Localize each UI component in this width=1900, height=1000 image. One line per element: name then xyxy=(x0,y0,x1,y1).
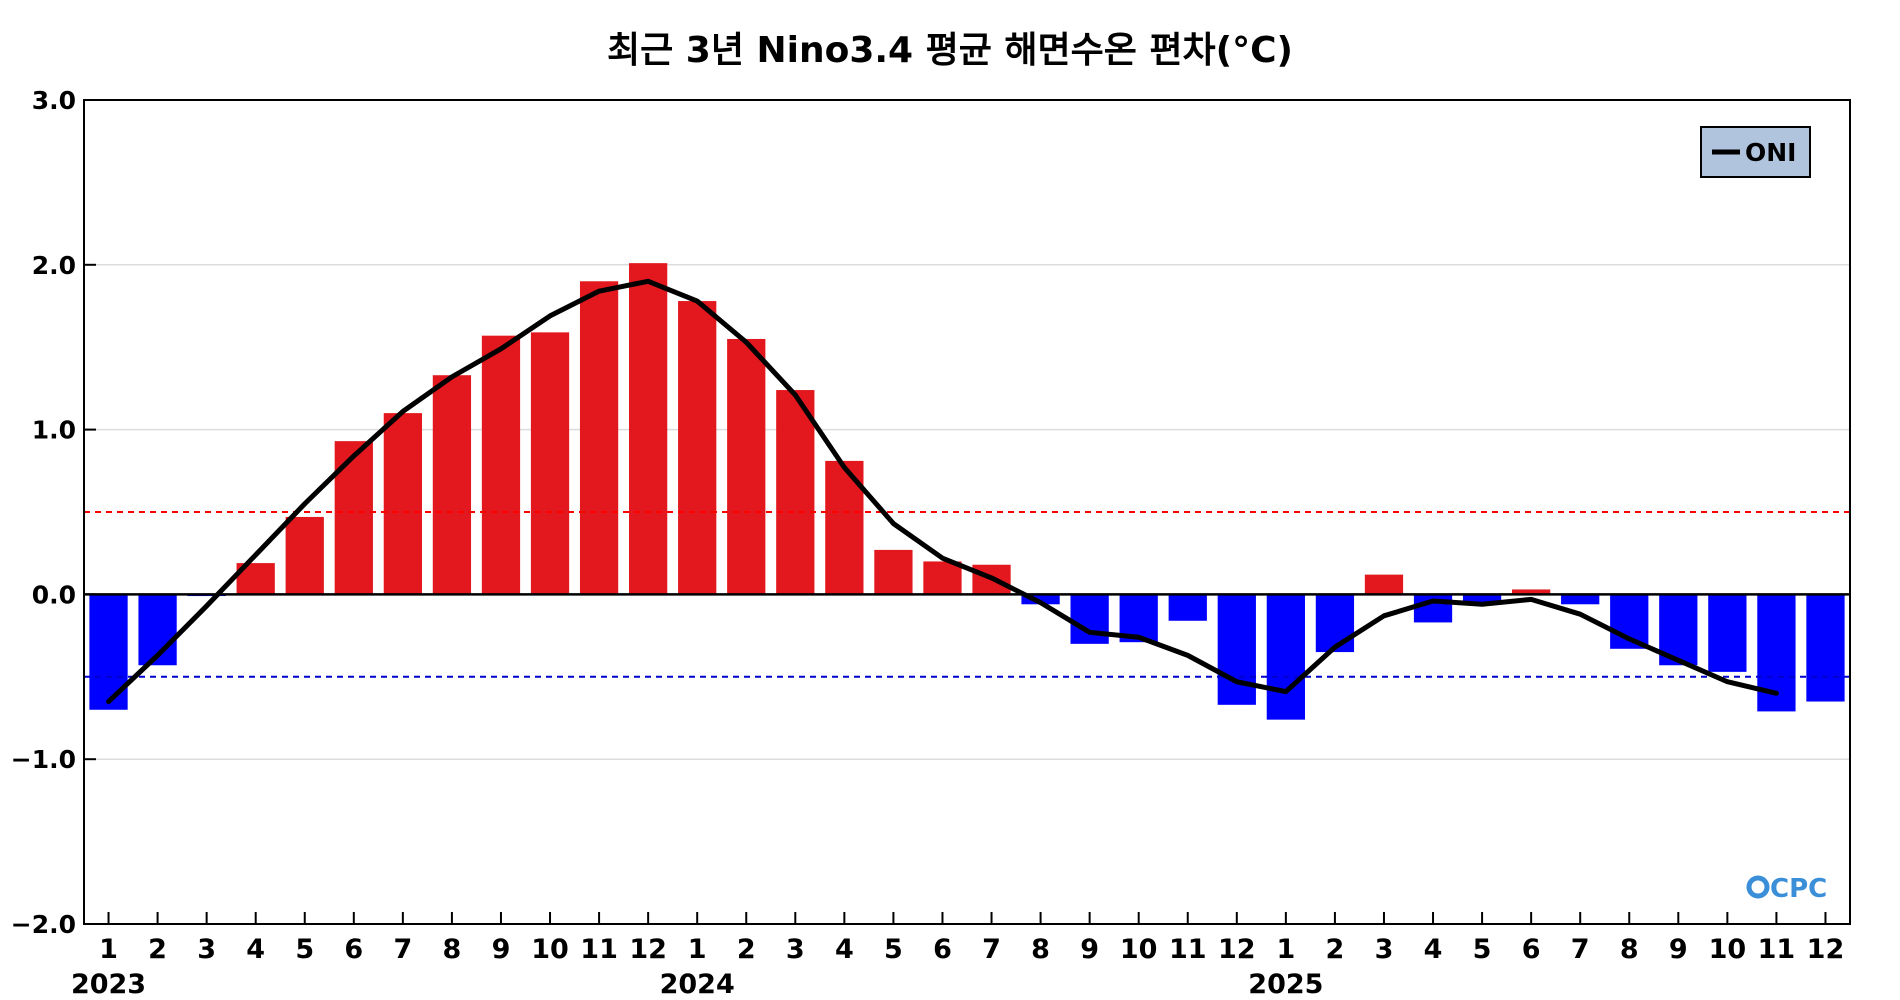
bar-22 xyxy=(1168,594,1207,621)
x-tick-label-22: 11 xyxy=(1169,934,1207,965)
x-tick-label-21: 10 xyxy=(1120,934,1158,965)
x-tick-label-14: 3 xyxy=(786,934,805,965)
bar-35 xyxy=(1806,594,1845,702)
x-tick-label-7: 8 xyxy=(443,934,462,965)
x-tick-label-0: 1 xyxy=(99,934,118,965)
x-tick-label-26: 3 xyxy=(1375,934,1394,965)
x-tick-label-12: 1 xyxy=(688,934,707,965)
bar-20 xyxy=(1070,594,1109,644)
bar-24 xyxy=(1266,594,1305,720)
y-tick-label-3: 0.0 xyxy=(32,580,76,609)
x-tick-label-28: 5 xyxy=(1473,934,1492,965)
cpc-logo-circle-icon xyxy=(1746,875,1770,899)
bar-9 xyxy=(530,332,570,595)
reference-lines xyxy=(84,511,1850,678)
oni-line-series xyxy=(106,278,1779,705)
x-tick-label-35: 12 xyxy=(1807,934,1845,965)
x-tick-label-9: 10 xyxy=(531,934,569,965)
bar-11 xyxy=(629,263,668,595)
bar-13 xyxy=(727,338,766,595)
bar-33 xyxy=(1708,594,1747,672)
oni-line xyxy=(106,278,1779,705)
x-tick-label-16: 5 xyxy=(884,934,903,965)
x-tick-label-13: 2 xyxy=(737,934,756,965)
x-tick-label-32: 9 xyxy=(1669,934,1688,965)
year-label-2025: 2025 xyxy=(1248,969,1323,1000)
bar-6 xyxy=(383,413,422,595)
y-tick-label-5: −2.0 xyxy=(11,910,76,939)
bar-series xyxy=(84,263,1850,720)
x-tick-label-10: 11 xyxy=(580,934,618,965)
x-tick-label-19: 8 xyxy=(1031,934,1050,965)
year-labels: 2023 2024 2025 xyxy=(71,969,1323,1000)
x-tick-label-5: 6 xyxy=(344,934,363,965)
x-tick-label-34: 11 xyxy=(1758,934,1796,965)
x-tick-label-2: 3 xyxy=(197,934,216,965)
bar-10 xyxy=(579,281,619,595)
bar-12 xyxy=(678,301,717,595)
x-tick-label-25: 2 xyxy=(1326,934,1345,965)
bar-7 xyxy=(432,375,472,595)
x-tick-label-23: 12 xyxy=(1218,934,1256,965)
bar-29 xyxy=(1512,589,1551,595)
x-tick-label-11: 12 xyxy=(629,934,667,965)
x-tick-label-30: 7 xyxy=(1571,934,1590,965)
x-tick-label-31: 8 xyxy=(1620,934,1639,965)
bar-4 xyxy=(285,516,324,595)
cpc-logo-text: CPC xyxy=(1770,874,1827,904)
y-tick-label-4: −1.0 xyxy=(11,745,76,774)
x-tick-labels: 1 2 3 4 5 6 7 8 9 10 11 12 1 2 3 4 5 6 7 8 9 10 11 12 1 2 3 4 5 6 7 8 9 1… xyxy=(99,934,1844,965)
axes xyxy=(83,99,1851,925)
cpc-logo: CPC xyxy=(1746,874,1827,904)
bar-30 xyxy=(1561,594,1600,605)
x-tick-label-15: 4 xyxy=(835,934,854,965)
bar-17 xyxy=(923,561,962,595)
bar-16 xyxy=(874,549,913,595)
x-tick-label-8: 9 xyxy=(492,934,511,965)
bar-0 xyxy=(89,594,128,710)
x-tick-label-4: 5 xyxy=(295,934,314,965)
y-tick-label-0: 3.0 xyxy=(32,86,76,115)
x-tick-label-18: 7 xyxy=(982,934,1001,965)
x-tick-label-17: 6 xyxy=(933,934,952,965)
x-tick-label-3: 4 xyxy=(246,934,265,965)
chart-title: 최근 3년 Nino3.4 평균 해면수온 편차(°C) xyxy=(607,30,1293,71)
bar-14 xyxy=(776,390,815,595)
bar-25 xyxy=(1315,594,1355,653)
x-tick-label-27: 4 xyxy=(1424,934,1443,965)
x-tick-label-29: 6 xyxy=(1522,934,1541,965)
legend: ONI xyxy=(1700,126,1811,178)
bar-8 xyxy=(481,335,521,595)
bar-5 xyxy=(334,441,373,595)
y-tick-label-1: 2.0 xyxy=(32,251,76,280)
legend-oni-label: ONI xyxy=(1745,138,1796,167)
x-tick-label-24: 1 xyxy=(1276,934,1295,965)
year-label-2024: 2024 xyxy=(660,969,735,1000)
y-tick-labels: 3.0 2.0 1.0 0.0 −1.0 −2.0 xyxy=(11,86,76,939)
bar-19 xyxy=(1021,594,1060,605)
plot-frame xyxy=(83,99,1851,925)
year-label-2023: 2023 xyxy=(71,969,146,1000)
y-tick-label-2: 1.0 xyxy=(32,416,76,445)
x-tick-label-1: 2 xyxy=(148,934,167,965)
x-tick-label-20: 9 xyxy=(1080,934,1099,965)
grid-lines xyxy=(84,264,1850,760)
bar-26 xyxy=(1364,574,1404,595)
bar-23 xyxy=(1217,594,1256,705)
x-tick-label-33: 10 xyxy=(1709,934,1747,965)
x-tick-label-6: 7 xyxy=(393,934,412,965)
bar-28 xyxy=(1462,594,1502,603)
